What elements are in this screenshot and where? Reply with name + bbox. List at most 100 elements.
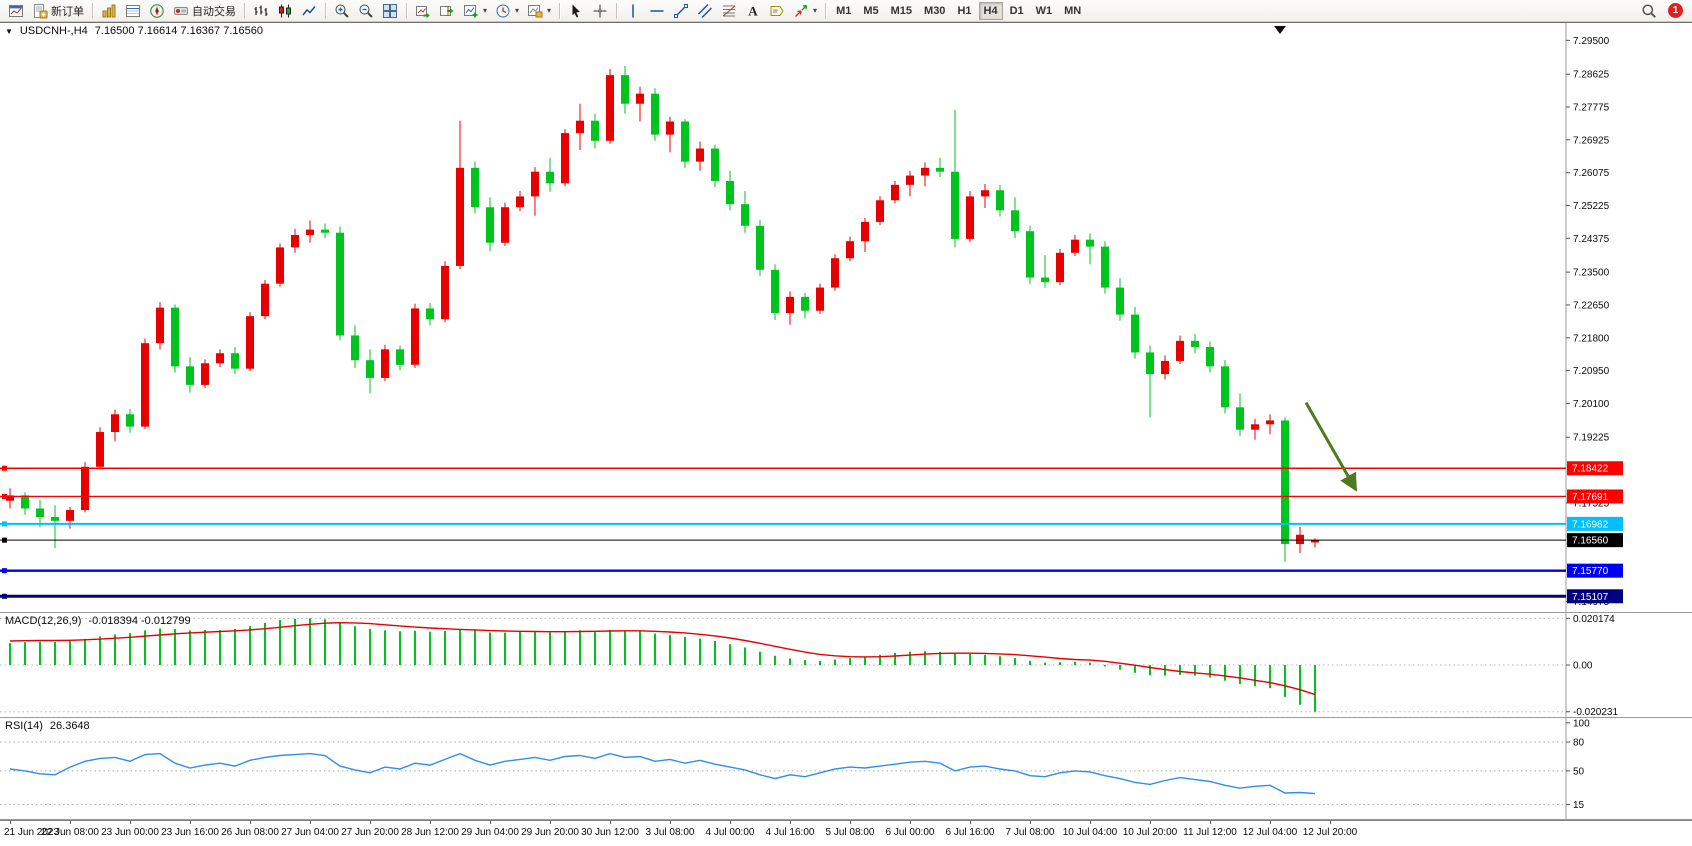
timeframe-M30[interactable]: M30 [919,2,950,20]
autotrading-icon [174,6,188,15]
price-chart-panel[interactable]: 7.29500 7.28625 7.27775 7.26925 7.26075 7.252… [0,23,1692,612]
notification-badge[interactable]: 1 [1668,3,1683,18]
new-order-button[interactable]: 新订单 [28,1,88,21]
timeframe-D1[interactable]: D1 [1005,2,1029,20]
price-badge [1567,489,1623,504]
panel-divider[interactable] [0,819,1692,820]
autotrading-label: 自动交易 [192,5,236,18]
periods-button[interactable]: ▾ [491,1,523,21]
tile-windows-button[interactable] [378,1,402,21]
price-axis-label: 7.17525 [1573,498,1610,509]
one-click-trading-toggle[interactable]: ▼ [5,26,13,36]
line-handle[interactable] [2,465,7,471]
dropdown-caret-icon: ▾ [813,6,818,15]
candle [1131,306,1139,359]
horizontal-line-7.17691[interactable]: 7.17691 [0,489,1623,504]
text-tool-button[interactable]: A [741,1,765,21]
candle [1086,233,1094,265]
horizontal-line-7.15770[interactable]: 7.15770 [0,563,1623,578]
fibonacci-tool-button[interactable] [717,1,741,21]
toolbar-chart-divider [0,22,1692,23]
timeframe-M1[interactable]: M1 [831,2,856,20]
time-axis-tick [130,821,131,824]
time-axis[interactable]: 21 Jun 2023 22 Jun 08:00 23 Jun 00:00 23 Ju… [0,820,1692,846]
arrows-tool-button[interactable]: ▾ [789,1,821,21]
line-handle[interactable] [2,537,7,543]
horizontal-line-7.16560[interactable]: 7.16560 [0,533,1623,548]
candle [546,157,554,192]
horizontal-line-7.15107[interactable]: 7.15107 [0,589,1623,604]
vline-icon [632,4,634,17]
candle [1026,225,1034,284]
timeframe-H4[interactable]: H4 [978,1,1003,20]
zoom-out-icon [359,4,373,18]
candle [606,68,614,144]
cursor-button[interactable] [564,1,588,21]
rsi-axis-label: 15 [1573,800,1585,811]
toolbar-separator [325,2,326,19]
timeframe-W1[interactable]: W1 [1031,2,1058,20]
templates-icon [528,4,543,17]
horizontal-line-7.18422[interactable]: 7.18422 [0,461,1623,476]
search-button[interactable] [1637,1,1661,21]
macd-axis-label: 0.00 [1573,661,1593,672]
time-axis-label: 21 Jun 2023 [4,827,60,838]
navigator-button[interactable] [145,1,169,21]
candle [261,279,269,320]
toolbar-right-section: 1 [1637,1,1688,21]
zoom-out-button[interactable] [354,1,378,21]
candlestick-mode-button[interactable] [273,1,297,21]
candle [141,338,149,429]
bar-chart-mode-button[interactable] [249,1,273,21]
new-chart-button[interactable] [4,1,28,21]
dropdown-caret-icon: ▾ [483,6,488,15]
price-axis-label: 7.27775 [1573,103,1610,114]
candle [876,196,884,225]
candle [891,180,899,204]
panel-divider[interactable] [0,717,1692,718]
panel-divider[interactable] [0,612,1692,613]
chart-shift-button[interactable] [435,1,459,21]
channel-tool-button[interactable] [693,1,717,21]
timeframe-MN[interactable]: MN [1059,2,1086,20]
horizontal-line-7.16982[interactable]: 7.16982 [0,516,1623,531]
candle [1071,235,1079,256]
data-window-button[interactable] [121,1,145,21]
autotrading-button[interactable]: 自动交易 [169,1,240,21]
time-axis-label: 28 Jun 12:00 [401,827,459,838]
crosshair-button[interactable] [588,1,612,21]
line-handle[interactable] [2,593,7,599]
vertical-line-tool-button[interactable] [621,1,645,21]
templates-button[interactable]: ▾ [523,1,555,21]
line-chart-mode-button[interactable] [297,1,321,21]
time-axis-tick [190,821,191,824]
line-handle[interactable] [2,568,7,574]
timeframe-M5[interactable]: M5 [858,2,883,20]
time-axis-label: 27 Jun 20:00 [341,827,399,838]
timeframe-H1[interactable]: H1 [952,2,976,20]
candle [1161,355,1169,380]
trendline-tool-button[interactable] [669,1,693,21]
time-axis-tick [670,821,671,824]
indicators-button[interactable]: ▾ [459,1,491,21]
toolbar-separator [825,2,827,19]
chart-shift-marker[interactable] [1274,26,1286,34]
trend-arrow-annotation[interactable] [1304,401,1357,492]
candle [1011,197,1019,239]
candle [711,144,719,188]
rsi-indicator-panel[interactable]: 100 80 50 15 RSI(14) 26.3648 [0,718,1692,819]
line-handle[interactable] [2,493,7,499]
horizontal-line-tool-button[interactable] [645,1,669,21]
market-watch-button[interactable] [97,1,121,21]
time-axis-tick [1210,821,1211,824]
macd-indicator-panel[interactable]: 0.020174 0.00 -0.020231 MACD(12,26,9) -0.0… [0,613,1692,717]
candle [591,113,599,149]
line-handle[interactable] [2,521,7,527]
candle [201,359,209,388]
zoom-in-button[interactable] [330,1,354,21]
auto-scroll-button[interactable] [411,1,435,21]
text-label-tool-button[interactable] [765,1,789,21]
time-axis-label: 4 Jul 00:00 [705,827,755,838]
timeframe-M15[interactable]: M15 [886,2,917,20]
